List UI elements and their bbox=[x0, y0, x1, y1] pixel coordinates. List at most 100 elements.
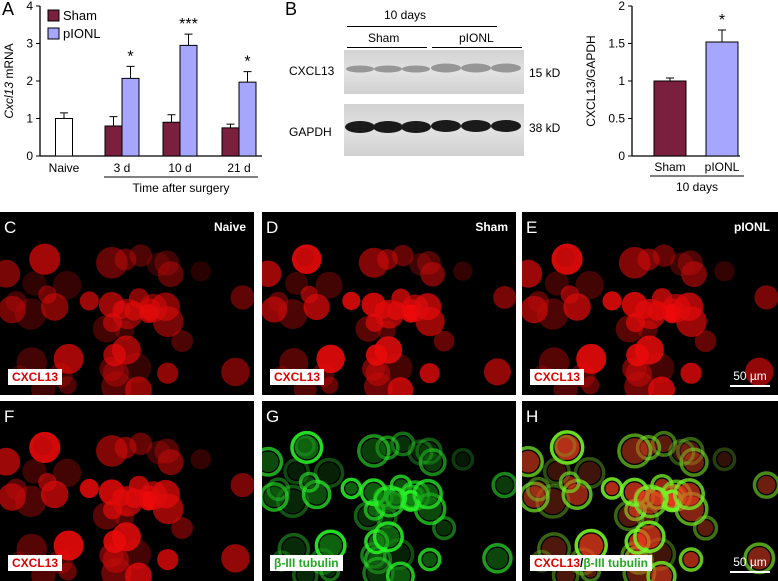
bar-pionl bbox=[121, 77, 140, 157]
neuron-cell bbox=[522, 446, 544, 478]
neuron-cell bbox=[266, 477, 291, 502]
neuron-cell bbox=[432, 515, 457, 541]
neuron-cell bbox=[668, 438, 696, 466]
neuron-cell bbox=[618, 246, 651, 279]
neuron-cell-body bbox=[563, 475, 576, 489]
neuron-cell bbox=[114, 248, 137, 271]
stain-label-part: CXCL13 bbox=[12, 370, 59, 384]
neuron-cell bbox=[53, 530, 84, 561]
neuron-cell bbox=[315, 271, 343, 299]
neuron-cell-body bbox=[422, 552, 437, 567]
x-tick-label: 10 d bbox=[168, 161, 191, 175]
x-tick-label: Sham bbox=[654, 160, 685, 174]
neuron-cell-body bbox=[717, 452, 732, 467]
neuron-cell bbox=[171, 517, 193, 539]
stain-label-part: β-III tubulin bbox=[583, 556, 648, 570]
neuron-cell bbox=[745, 357, 774, 387]
neuron-cell-body bbox=[319, 534, 342, 557]
blot-group-line-pionl bbox=[432, 47, 522, 48]
neuron-cell bbox=[646, 560, 677, 581]
neuron-cell bbox=[157, 261, 184, 288]
neuron-cell bbox=[414, 293, 442, 321]
neuron-cell bbox=[617, 433, 653, 469]
neuron-cell bbox=[157, 362, 179, 384]
neuron-cell bbox=[92, 502, 121, 530]
neuron-cell bbox=[390, 431, 416, 457]
x-tick-label: 21 d bbox=[227, 161, 250, 175]
neuron-cell-body bbox=[288, 462, 306, 480]
neuron-cell bbox=[33, 436, 53, 456]
micrograph-image bbox=[0, 431, 254, 581]
neuron-cell bbox=[752, 471, 778, 499]
neuron-cell bbox=[417, 547, 442, 572]
stain-label-part: CXCL13 bbox=[12, 556, 59, 570]
neuron-cell bbox=[316, 344, 345, 374]
stain-label-part: CXCL13 bbox=[534, 556, 581, 570]
neuron-cell bbox=[298, 471, 320, 493]
neuron-cell bbox=[355, 315, 382, 342]
neuron-cell bbox=[714, 261, 735, 282]
neuron-cell bbox=[102, 360, 130, 387]
neuron-cell-body bbox=[294, 435, 319, 460]
stain-label-part: CXCL13 bbox=[534, 370, 581, 384]
neuron-cell bbox=[146, 440, 171, 465]
neuron-cell bbox=[581, 376, 600, 395]
blot-group-pionl: pIONL bbox=[459, 31, 494, 45]
neuron-cell-body bbox=[522, 450, 540, 473]
neuron-cell bbox=[358, 247, 389, 278]
neuron-cell bbox=[33, 247, 53, 268]
blot-strip-cxcl13 bbox=[344, 50, 524, 94]
blot-bands-gapdh bbox=[345, 120, 521, 133]
neuron-cell-body bbox=[637, 525, 661, 549]
neuron-cell-body bbox=[361, 438, 386, 463]
scale-bar-label: 50 µm bbox=[733, 369, 767, 383]
neuron-cell bbox=[409, 253, 432, 276]
neuron-cell bbox=[53, 343, 84, 374]
neuron-cell-body bbox=[264, 486, 285, 508]
blot-bands-cxcl13 bbox=[346, 63, 521, 73]
bar-sham bbox=[104, 125, 123, 157]
bar-naive bbox=[55, 118, 73, 157]
stain-label: CXCL13/β-III tubulin bbox=[530, 555, 652, 571]
neuron-cell-body bbox=[558, 439, 572, 453]
stain-label: β-III tubulin bbox=[270, 555, 343, 571]
scale-bar: 50 µm bbox=[730, 369, 770, 387]
x-tick-label: Naive bbox=[49, 161, 80, 175]
neuron-cell bbox=[101, 371, 132, 395]
neuron-cell bbox=[433, 330, 455, 352]
neuron-cell-body bbox=[486, 547, 508, 569]
neuron-cell bbox=[678, 547, 704, 572]
neuron-cell bbox=[29, 243, 61, 275]
neuron-cell bbox=[754, 285, 778, 310]
scale-bar-line bbox=[730, 385, 770, 387]
neuron-cell bbox=[385, 561, 415, 581]
y-axis-label: Cxcl13 mRNA bbox=[2, 43, 16, 118]
bar-pionl bbox=[179, 44, 198, 157]
neuron-cell bbox=[522, 259, 543, 288]
neuron-cell bbox=[52, 270, 82, 300]
y-tick-label: 2 bbox=[618, 0, 625, 13]
neuron-cell bbox=[96, 246, 128, 279]
legend-pionl-swatch bbox=[47, 27, 60, 40]
neuron-cell bbox=[58, 562, 77, 581]
neuron-cell bbox=[230, 285, 254, 310]
panel-label-b: B bbox=[285, 0, 298, 19]
neuron-cell bbox=[0, 295, 26, 324]
stain-label: CXCL13 bbox=[270, 369, 325, 385]
y-tick-label: 4 bbox=[26, 0, 33, 13]
neuron-cell bbox=[364, 372, 393, 395]
neuron-cell-body bbox=[318, 462, 340, 484]
neuron-cell bbox=[125, 376, 152, 395]
neuron-cell bbox=[38, 285, 57, 304]
neuron-cell bbox=[553, 434, 577, 458]
neuron-cell-body bbox=[554, 434, 580, 461]
neuron-cell bbox=[262, 482, 289, 512]
neuron-cell-body bbox=[618, 505, 641, 527]
neuron-cell bbox=[221, 544, 250, 573]
neuron-cell bbox=[674, 292, 704, 321]
neuron-cell-body bbox=[530, 481, 547, 497]
y-tick-label: 1.5 bbox=[608, 37, 625, 51]
neuron-cell-body bbox=[282, 537, 306, 561]
